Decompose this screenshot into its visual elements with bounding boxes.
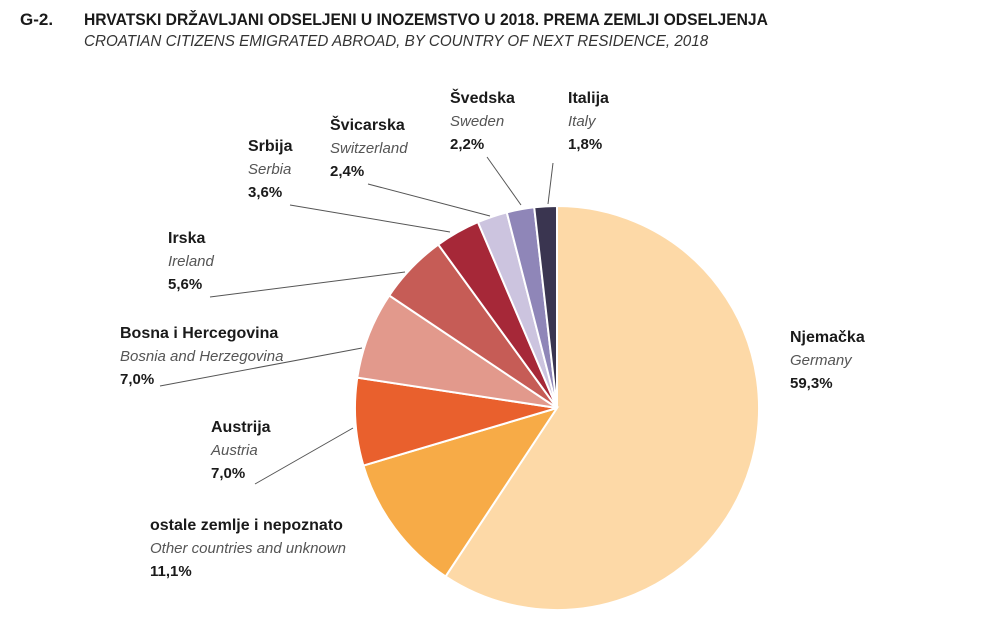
chart-title-block: G-2. HRVATSKI DRŽAVLJANI ODSELJENI U INO… [20, 10, 827, 51]
slice-label-bosnia-and-herzegovina-hr: Bosna i Hercegovina [120, 325, 278, 342]
slice-label-switzerland-hr: Švicarska [330, 115, 405, 134]
slice-label-switzerland-value: 2,4% [330, 163, 364, 180]
leader-line [367, 183, 491, 217]
pie-slice-other-countries-and-unknown [362, 406, 560, 578]
chart-subtitle: CROATIAN CITIZENS EMIGRATED ABROAD, BY C… [84, 33, 709, 50]
slice-label-sweden-value: 2,2% [450, 136, 484, 153]
leader-line [159, 347, 363, 387]
pie-slices [354, 204, 761, 611]
slice-label-bosnia-and-herzegovina-value: 7,0% [120, 371, 154, 388]
slice-label-serbia-value: 3,6% [248, 184, 282, 201]
slice-label-other-countries-and-unknown-value: 11,1% [150, 563, 192, 580]
slice-label-bosnia-and-herzegovina-en: Bosnia and Herzegovina [120, 348, 283, 365]
leader-line [209, 271, 406, 298]
slice-label-italy-hr: Italija [568, 90, 609, 107]
slice-label-switzerland-en: Switzerland [330, 140, 408, 157]
slice-label-italy-en: Italy [568, 113, 597, 130]
slice-label-italy-value: 1,8% [568, 136, 602, 153]
slice-label-ireland-hr: Irska [168, 230, 205, 247]
slice-label-austria-en: Austria [210, 442, 258, 459]
chart-title: HRVATSKI DRŽAVLJANI ODSELJENI U INOZEMST… [84, 10, 768, 29]
slice-label-serbia-en: Serbia [248, 161, 291, 178]
slice-labels: Njemačka Germany 59,3% ostale zemlje i nepo… [120, 88, 865, 580]
slice-label-germany-en: Germany [790, 352, 853, 369]
slice-label-sweden-hr: Švedska [450, 88, 515, 107]
slice-label-other-countries-and-unknown-en: Other countries and unknown [150, 540, 346, 557]
leader-line [547, 162, 554, 205]
leader-line [254, 427, 354, 485]
slice-label-sweden-en: Sweden [450, 113, 504, 130]
slice-label-other-countries-and-unknown-hr: ostale zemlje i nepoznato [150, 517, 343, 534]
pie-slice-italy [533, 204, 558, 409]
slice-label-ireland-value: 5,6% [168, 276, 202, 293]
slice-label-serbia-hr: Srbija [248, 138, 293, 155]
figure-id: G-2. [20, 10, 54, 29]
pie-slice-germany [444, 204, 761, 611]
slice-label-austria-hr: Austrija [211, 419, 271, 436]
leader-lines [159, 156, 554, 485]
slice-label-germany-value: 59,3% [790, 375, 833, 392]
slice-label-germany-hr: Njemačka [790, 329, 865, 346]
leader-line [289, 204, 451, 233]
slice-label-austria-value: 7,0% [211, 465, 245, 482]
slice-label-ireland-en: Ireland [168, 253, 215, 270]
leader-line [486, 156, 522, 206]
